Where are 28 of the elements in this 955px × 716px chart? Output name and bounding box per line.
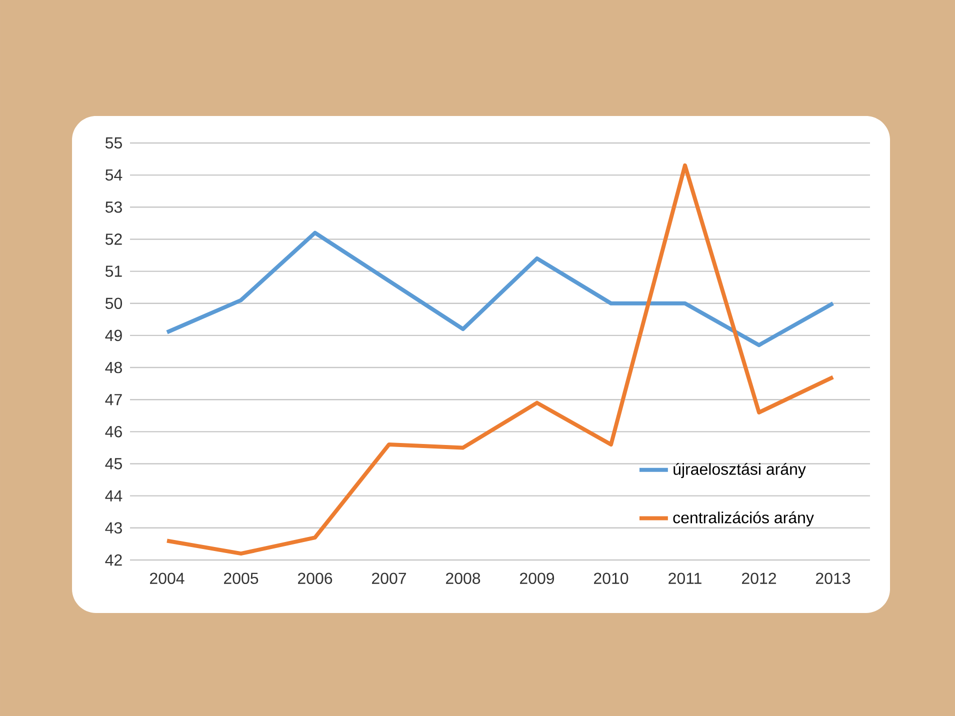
- legend-label: centralizációs arány: [673, 511, 814, 527]
- y-tick-label: 53: [105, 201, 122, 213]
- x-tick-label: 2013: [816, 572, 850, 584]
- y-tick-label: 52: [105, 234, 122, 245]
- line-series: [165, 230, 835, 348]
- x-tick-label: 2005: [224, 572, 258, 584]
- x-tick-label: 2012: [742, 572, 776, 584]
- x-tick-label: 2006: [298, 572, 332, 584]
- x-tick-label: 2011: [668, 572, 702, 584]
- y-tick-label: 48: [105, 362, 122, 374]
- y-tick-label: 44: [105, 490, 122, 502]
- y-tick-label: 49: [105, 330, 122, 342]
- x-tick-label: 2008: [446, 572, 480, 584]
- y-tick-label: 47: [105, 394, 122, 406]
- y-tick-label: 45: [105, 458, 122, 470]
- x-tick-label: 2004: [150, 572, 184, 584]
- y-tick-label: 55: [105, 137, 122, 149]
- y-tick-label: 43: [105, 522, 122, 534]
- y-tick-label: 46: [105, 426, 122, 438]
- x-tick-label: 2009: [520, 572, 554, 584]
- y-tick-label: 54: [105, 169, 122, 181]
- x-tick-label: 2007: [372, 572, 406, 584]
- y-tick-label: 42: [105, 554, 122, 566]
- line-series: [165, 163, 835, 556]
- y-tick-label: 50: [105, 298, 122, 310]
- y-tick-label: 51: [105, 266, 122, 277]
- legend-label: újraelosztási arány: [674, 462, 806, 478]
- x-tick-label: 2010: [594, 572, 628, 584]
